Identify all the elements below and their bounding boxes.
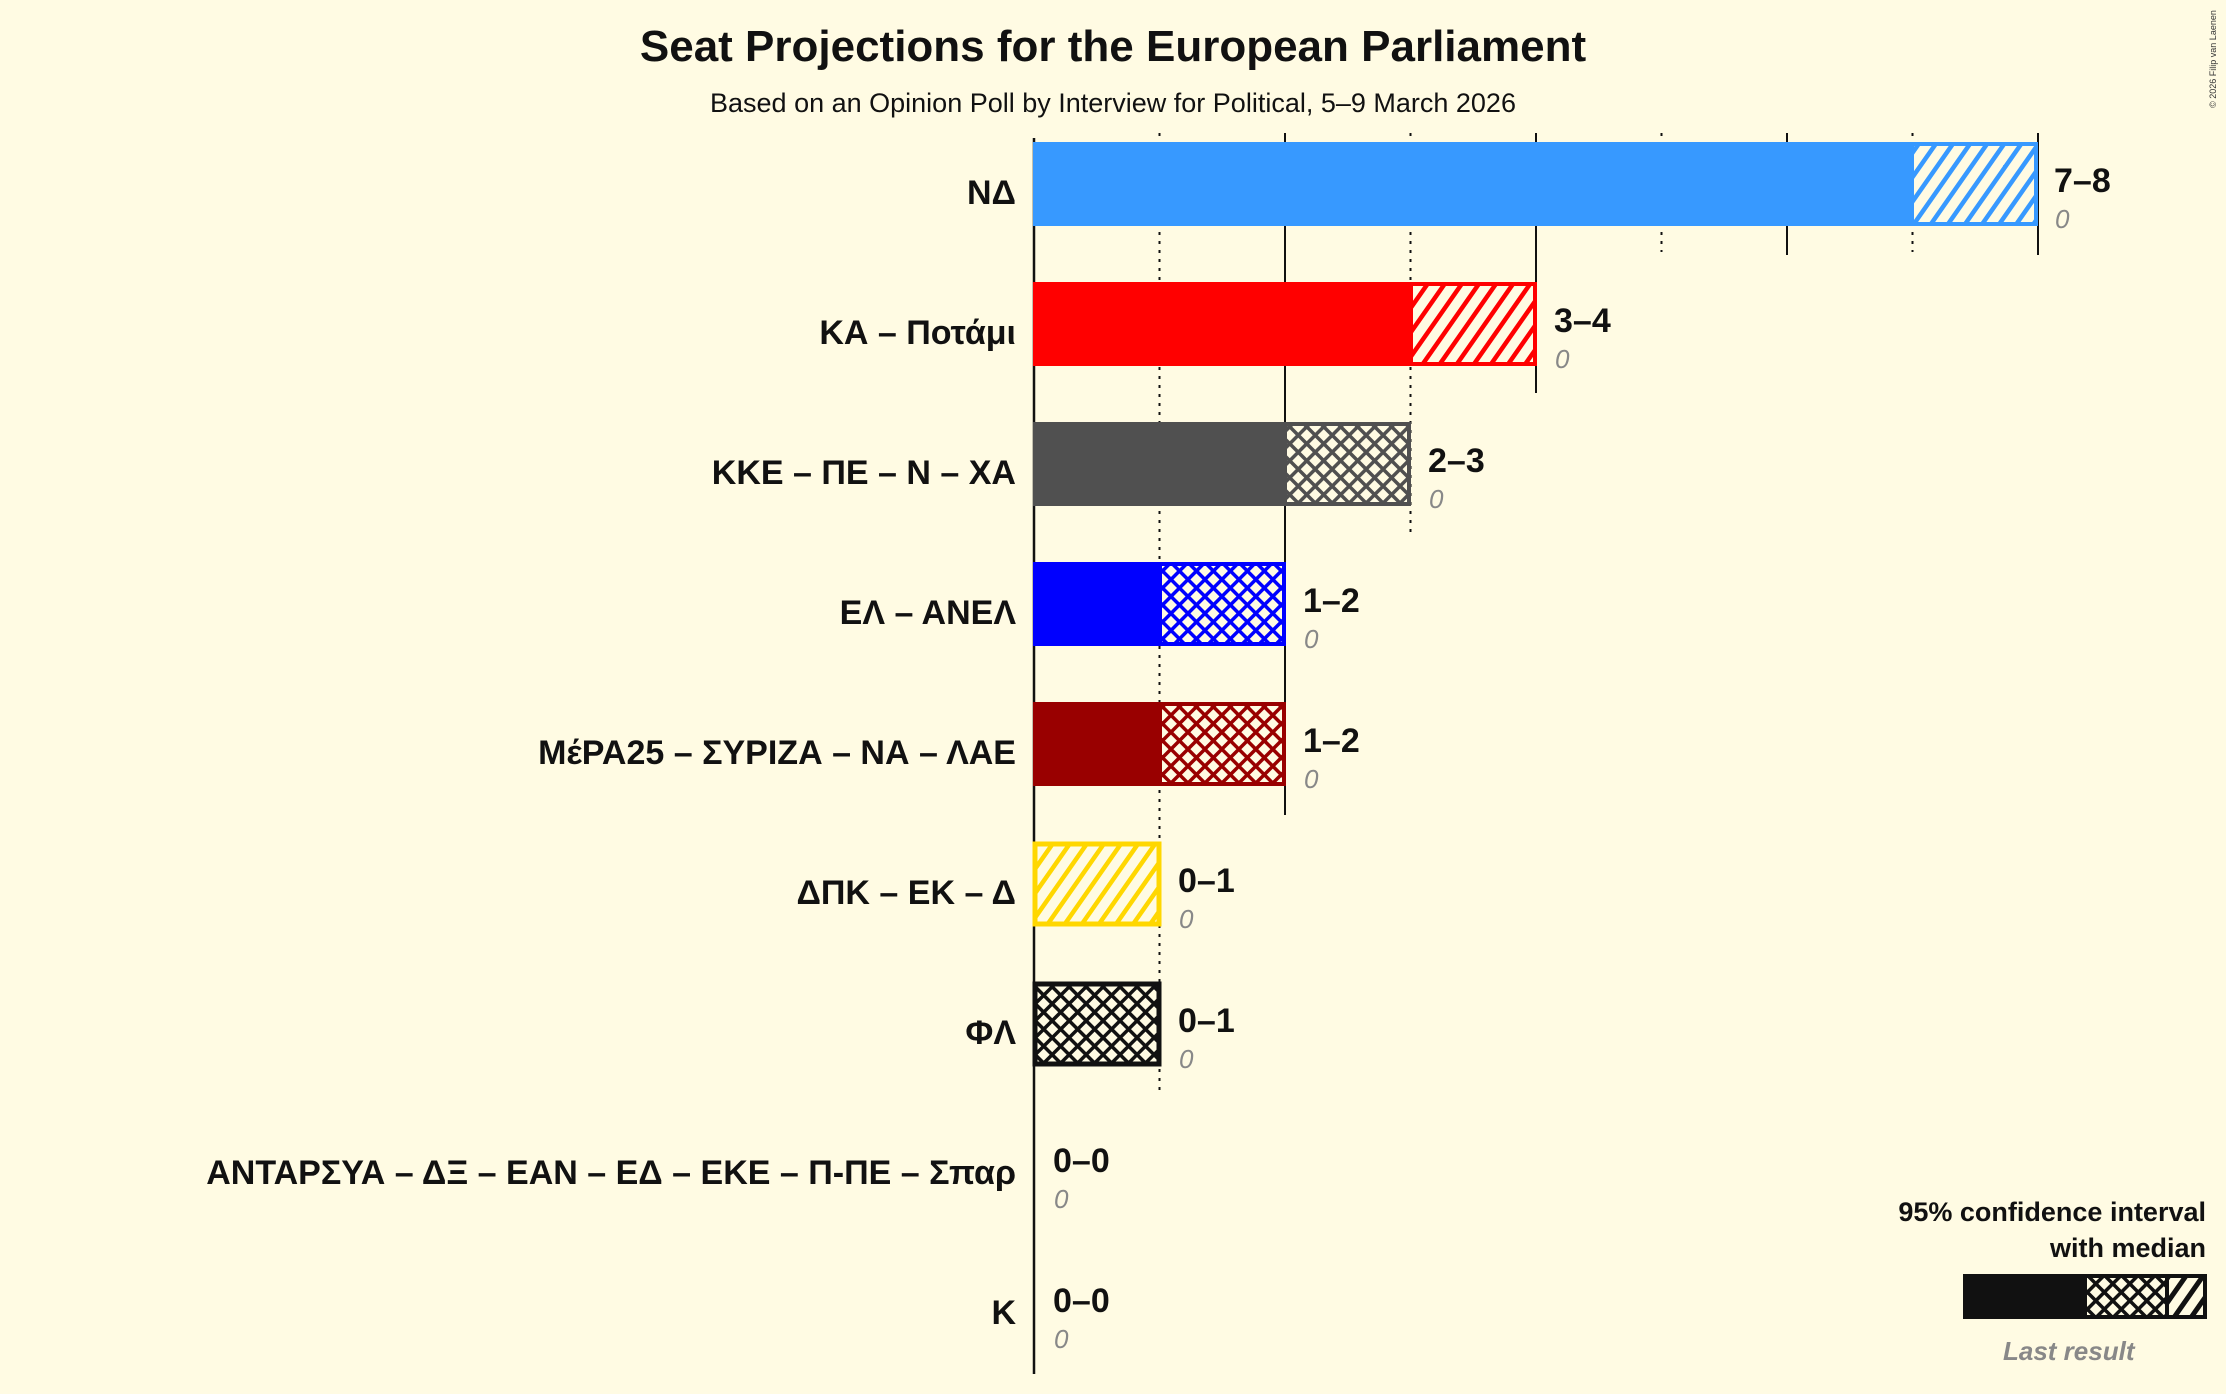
range-label: 1–2 [1303,722,1360,760]
bar-ka-potami [1033,282,1537,366]
legend-title-line2: with median [2049,1233,2206,1263]
range-label: 3–4 [1554,302,1611,340]
chart-subtitle: Based on an Opinion Poll by Interview fo… [710,88,1516,118]
party-label: ΚΚΕ – ΠΕ – Ν – ΧΑ [711,454,1016,492]
bar-dpk [1032,841,1162,927]
bar-kke [1033,422,1411,506]
party-label: ΜέΡΑ25 – ΣΥΡΙΖΑ – ΝΑ – ΛΑΕ [538,734,1016,772]
last-result-value: 0 [2055,204,2070,234]
bar-nd [1033,142,2038,226]
legend-last-result: Last result [2003,1336,2135,1366]
legend-title-line1: 95% confidence interval [1898,1197,2206,1227]
range-label: 7–8 [2054,162,2111,200]
last-result-value: 0 [1429,484,1444,514]
last-result-value: 0 [1304,624,1319,654]
chart-title: Seat Projections for the European Parlia… [639,22,1587,71]
party-label: ΦΛ [965,1014,1016,1052]
party-label: ΑΝΤΑΡΣΥΑ – ΔΞ – ΕΑΝ – ΕΔ – ΕΚΕ – Π-ΠΕ – … [206,1154,1016,1192]
legend-graphic [1963,1274,2207,1319]
bar-fl [1032,981,1162,1067]
last-result-value: 0 [1304,764,1319,794]
party-label: ΔΠΚ – ΕΚ – Δ [796,874,1016,912]
range-label: 0–1 [1178,862,1235,900]
bar-mera25 [1033,702,1286,786]
legend-title: 95% confidence interval with median [1898,1194,2206,1266]
last-result-value: 0 [1179,1044,1194,1074]
bar-el-anel [1033,562,1286,646]
last-result-value: 0 [1054,1324,1069,1354]
party-label: Κ [991,1294,1016,1332]
range-label: 1–2 [1303,582,1360,620]
range-label: 2–3 [1428,442,1485,480]
party-label: ΝΔ [967,174,1016,212]
last-result-value: 0 [1054,1184,1069,1214]
range-label: 0–0 [1053,1142,1110,1180]
range-label: 0–0 [1053,1282,1110,1320]
party-label: ΕΛ – ΑΝΕΛ [839,594,1016,632]
last-result-value: 0 [1555,344,1570,374]
range-label: 0–1 [1178,1002,1235,1040]
party-label: ΚΑ – Ποτάμι [819,314,1016,352]
last-result-value: 0 [1179,904,1194,934]
